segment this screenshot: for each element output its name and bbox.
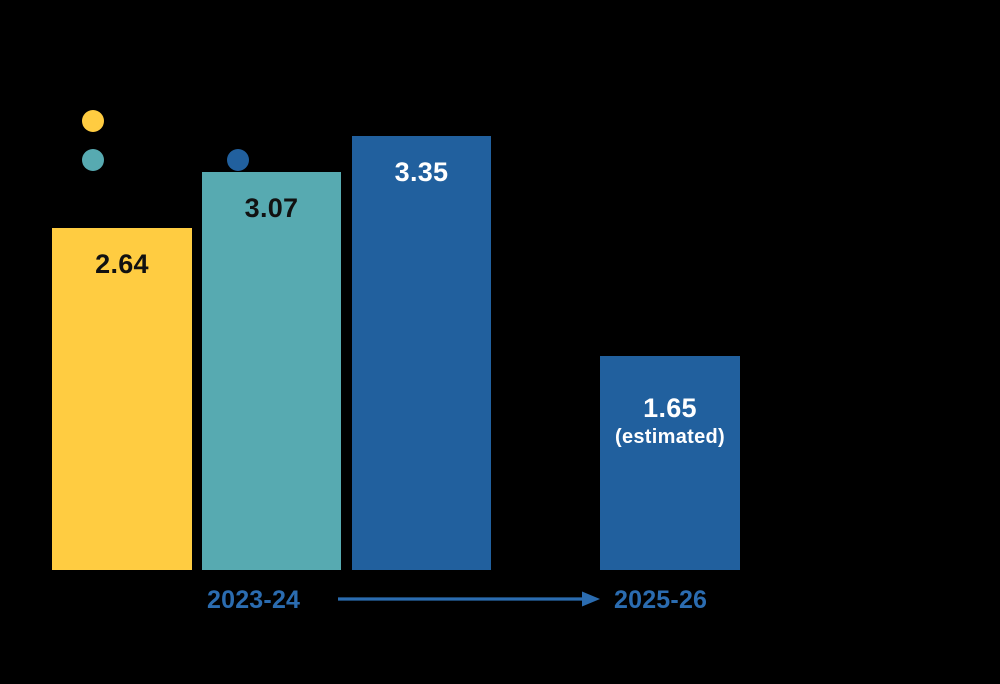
bar-value-label-4: 1.65 (estimated) bbox=[600, 394, 740, 449]
bar-value-label-2: 3.07 bbox=[202, 194, 341, 223]
bar-4: 1.65 (estimated) bbox=[600, 356, 740, 570]
bar-value-text-2: 3.07 bbox=[244, 193, 299, 223]
bar-note-4: (estimated) bbox=[615, 425, 725, 448]
bar-value-label-3: 3.35 bbox=[352, 158, 491, 187]
timeline-arrow-icon bbox=[338, 591, 600, 607]
legend-dot-blue-icon bbox=[227, 149, 249, 171]
legend-dot-yellow-icon bbox=[82, 110, 104, 132]
legend-item-blue bbox=[227, 149, 261, 171]
chart-legend bbox=[0, 0, 1000, 190]
bar-value-text-3: 3.35 bbox=[394, 157, 449, 187]
axis-label-start: 2023-24 bbox=[207, 586, 301, 614]
bar-value-label-1: 2.64 bbox=[52, 250, 192, 279]
bar-value-text-1: 2.64 bbox=[95, 249, 149, 279]
axis-label-end: 2025-26 bbox=[614, 586, 708, 614]
bar-3: 3.35 bbox=[352, 136, 491, 570]
bar-1: 2.64 bbox=[52, 228, 192, 570]
bar-2: 3.07 bbox=[202, 172, 341, 570]
legend-dot-teal-icon bbox=[82, 149, 104, 171]
legend-item-yellow bbox=[82, 110, 116, 132]
legend-item-teal bbox=[82, 149, 116, 171]
bar-value-text-4: 1.65 bbox=[643, 393, 697, 423]
